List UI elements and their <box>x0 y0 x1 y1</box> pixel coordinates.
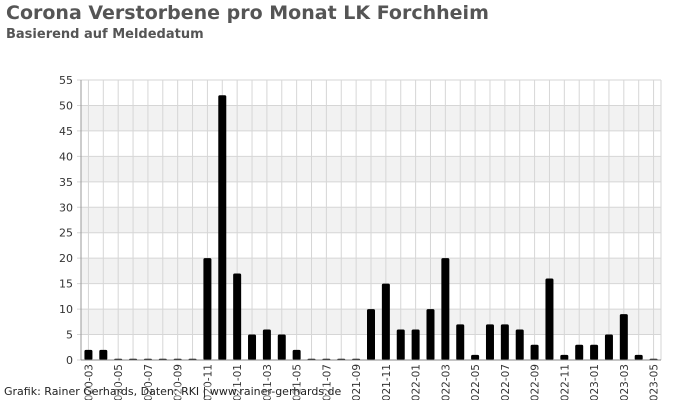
x-tick-label: 2021-07 <box>321 364 333 400</box>
y-tick-label: 40 <box>59 150 73 163</box>
bar-2020-11 <box>203 258 212 360</box>
x-tick-label: 2022-09 <box>530 364 542 400</box>
bar-2022-10 <box>545 278 554 360</box>
bar-2020-12 <box>218 95 227 360</box>
x-tick-label: 2022-05 <box>470 364 482 400</box>
bar-2023-03 <box>619 314 628 360</box>
bar-2021-12 <box>396 329 405 360</box>
chart-subtitle: Basierend auf Meldedatum <box>6 27 204 42</box>
y-tick-label: 5 <box>66 329 73 342</box>
x-tick-label: 2021-01 <box>232 364 244 400</box>
y-tick-label: 25 <box>59 227 73 240</box>
bar-2022-03 <box>441 258 450 360</box>
bar-2020-03 <box>84 349 93 360</box>
bar-2022-11 <box>560 354 569 360</box>
bar-2021-05 <box>292 349 301 360</box>
x-tick-label: 2022-01 <box>411 364 423 400</box>
bar-2022-05 <box>471 354 480 360</box>
x-tick-label: 2023-01 <box>589 364 601 400</box>
bar-2021-02 <box>248 334 257 360</box>
y-tick-label: 30 <box>59 201 73 214</box>
bar-2023-04 <box>634 354 643 360</box>
y-tick-label: 10 <box>59 303 73 316</box>
x-tick-label: 2021-05 <box>292 364 304 400</box>
y-tick-label: 55 <box>59 74 73 87</box>
bar-2020-04 <box>99 349 108 360</box>
bar-2023-02 <box>604 334 613 360</box>
y-tick-label: 45 <box>59 125 73 138</box>
bar-2021-11 <box>381 283 390 360</box>
bar-2022-07 <box>500 324 509 360</box>
x-tick-label: 2020-05 <box>113 364 125 400</box>
x-tick-label: 2021-03 <box>262 364 274 400</box>
x-tick-label: 2020-03 <box>83 364 95 400</box>
chart-title: Corona Verstorbene pro Monat LK Forchhei… <box>6 2 489 24</box>
x-tick-label: 2020-07 <box>143 364 155 400</box>
x-tick-label: 2021-11 <box>381 364 393 400</box>
bar-2022-01 <box>411 329 420 360</box>
credit-text: Grafik: Rainer Gerhards, Daten: RKI | ww… <box>4 385 342 398</box>
bar-2022-12 <box>575 344 584 360</box>
bar-2022-02 <box>426 309 435 360</box>
bar-2022-06 <box>485 324 494 360</box>
x-tick-label: 2020-11 <box>202 364 214 400</box>
bar-2022-08 <box>515 329 524 360</box>
x-tick-label: 2020-09 <box>173 364 185 400</box>
bar-2021-04 <box>277 334 286 360</box>
bar-2023-01 <box>590 344 599 360</box>
bar-2021-10 <box>367 309 375 360</box>
bar-2022-04 <box>456 324 465 360</box>
y-tick-label: 20 <box>59 252 73 265</box>
x-tick-label: 2022-11 <box>559 364 571 400</box>
x-tick-label: 2021-09 <box>351 364 363 400</box>
x-tick-label: 2022-03 <box>440 364 452 400</box>
x-tick-label: 2023-03 <box>619 364 631 400</box>
y-tick-label: 0 <box>66 354 73 367</box>
y-tick-label: 50 <box>59 99 73 112</box>
bar-2022-09 <box>530 344 539 360</box>
y-tick-label: 35 <box>59 176 73 189</box>
x-tick-label: 2022-07 <box>500 364 512 400</box>
y-tick-label: 15 <box>59 278 73 291</box>
bar-2021-03 <box>262 329 271 360</box>
bar-2021-01 <box>233 273 242 360</box>
x-tick-label: 2023-05 <box>649 364 661 400</box>
